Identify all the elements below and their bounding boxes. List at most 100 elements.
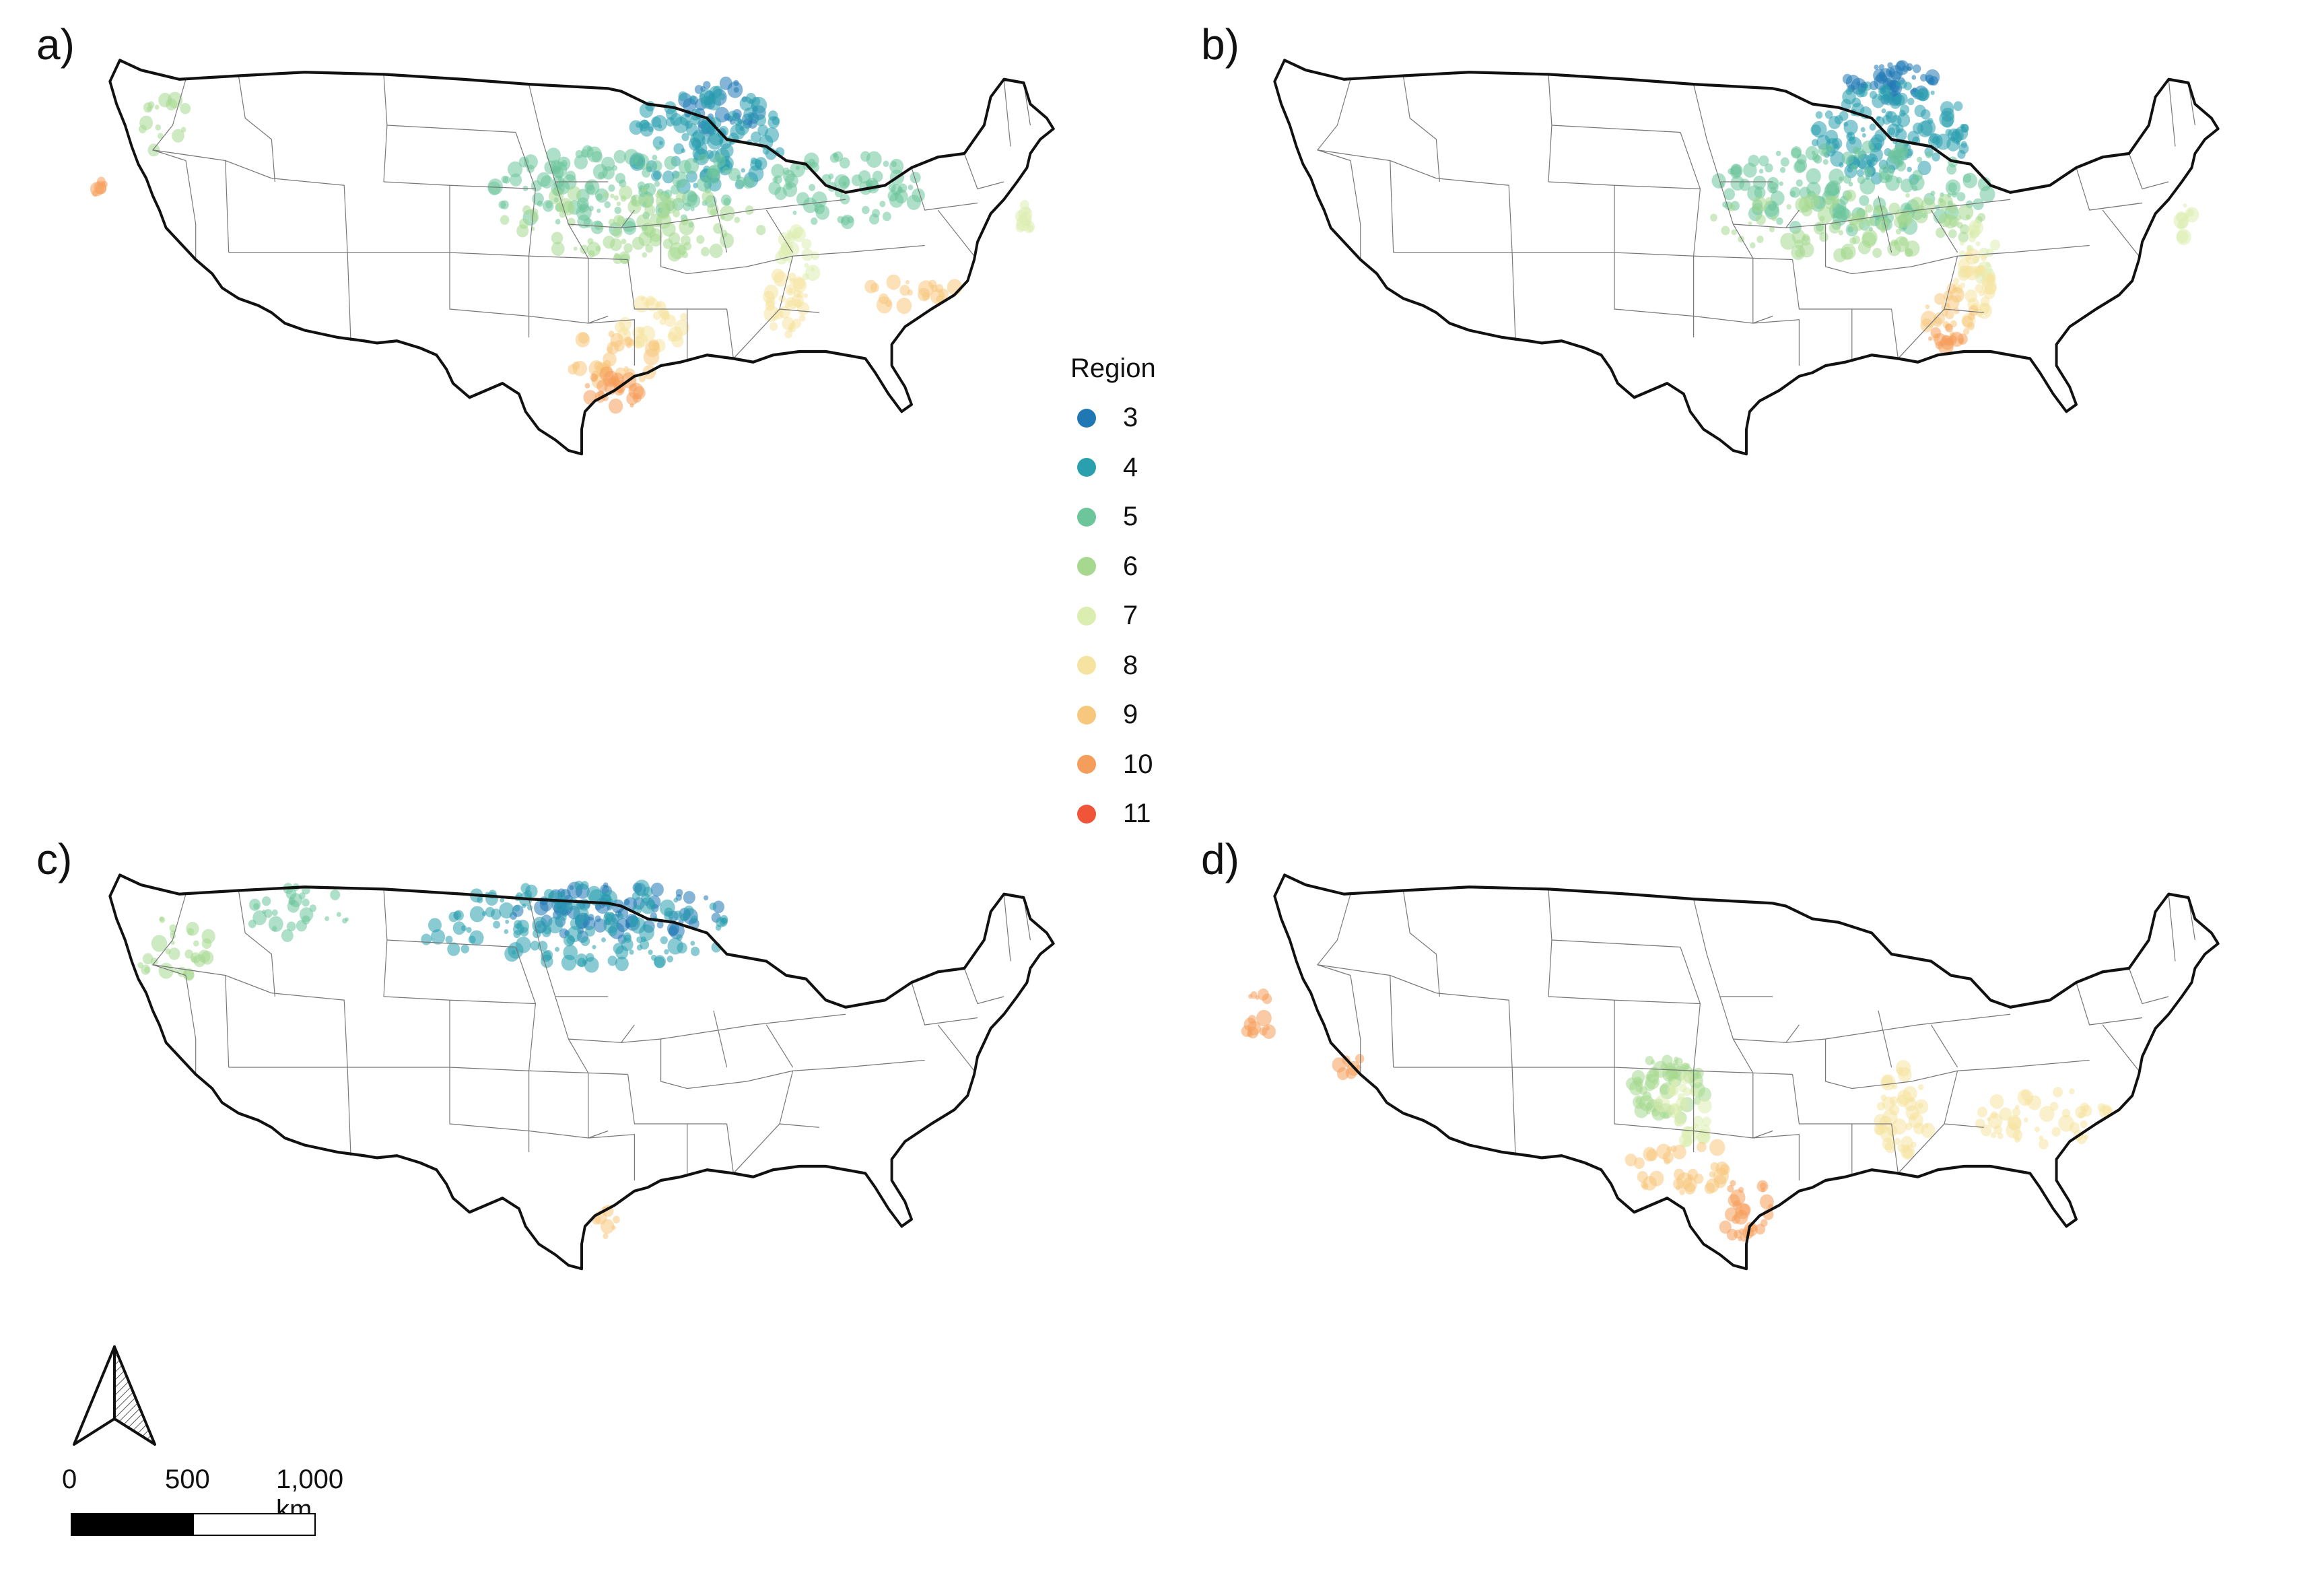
state-boundary (2128, 153, 2169, 190)
region-4-cell (603, 916, 619, 934)
region-4-cell (1900, 104, 1910, 115)
region-6-cell (1958, 204, 1974, 221)
region-4-cell (1839, 110, 1849, 121)
state-boundary (449, 1067, 529, 1132)
legend-item: 4 (1070, 443, 1205, 493)
region-8-cell (1999, 1107, 2012, 1121)
region-5-cell (687, 193, 701, 208)
region-6-cell (1895, 228, 1901, 235)
region-6-cell (1861, 229, 1878, 246)
state-boundary (726, 308, 734, 359)
region-5-cell (829, 153, 840, 163)
region-5-cell (324, 916, 329, 921)
region-9-cell (870, 283, 879, 293)
region-4-cell (1956, 140, 1960, 145)
region-5-cell (289, 893, 303, 908)
legend-item: 8 (1070, 641, 1205, 691)
region-5-cell (1909, 174, 1925, 191)
region-8-cell (2081, 1104, 2092, 1117)
region-5-cell (252, 910, 267, 926)
region-7-cell (1693, 1115, 1703, 1127)
region-4-cell (630, 917, 646, 934)
region-4-cell (513, 904, 520, 912)
legend-swatch (1077, 458, 1096, 477)
region-8-cell (2023, 1117, 2028, 1122)
region-5-cell (883, 160, 889, 167)
region-5-cell (643, 182, 656, 197)
region-8-cell (784, 330, 793, 339)
state-boundary (528, 1070, 589, 1138)
region-4-cell (485, 892, 498, 906)
region-4-cell (1860, 127, 1866, 133)
region-3-cell (1888, 71, 1892, 75)
region-9-cell (1697, 1141, 1707, 1153)
region-4-cell (541, 950, 551, 962)
region-6-cell (165, 948, 171, 955)
panel-label-b: b) (1201, 20, 1239, 69)
region-10-cell (628, 382, 644, 399)
region-6-cell (696, 235, 705, 244)
region-6-cell (193, 940, 199, 947)
region-6-cell (745, 205, 754, 215)
region-5-cell (498, 201, 506, 209)
state-boundary (1350, 975, 1361, 1075)
region-5-cell (1811, 150, 1816, 156)
state-boundary (1548, 74, 1552, 182)
region-8-cell (1918, 1084, 1924, 1090)
region-6-cell (157, 133, 164, 139)
map-body (1273, 59, 2220, 456)
region-4-cell (519, 927, 529, 937)
region-8-cell (1953, 277, 1960, 285)
region-6-cell (683, 242, 692, 250)
region-10-cell (1730, 1180, 1736, 1186)
region-5-cell (1841, 152, 1854, 165)
region-4-cell (652, 170, 662, 180)
region-6-cell (631, 236, 645, 250)
region-5-cell (882, 211, 891, 222)
region-5-cell (1894, 141, 1909, 158)
region-5-cell (743, 176, 755, 189)
region-6-cell (1831, 195, 1840, 204)
region-8-cell (1977, 1106, 1987, 1118)
region-4-cell (654, 956, 665, 968)
region-7-cell (1682, 1126, 1698, 1143)
region-8-cell (633, 336, 645, 349)
region-6-cell (1791, 229, 1806, 244)
region-6-cell (621, 238, 627, 244)
legend-swatch (1077, 755, 1096, 774)
region-6-cell (1920, 197, 1936, 214)
region-6-cell (159, 916, 166, 923)
region-7-cell (792, 226, 807, 242)
region-6-cell (551, 232, 563, 244)
region-legend: Region 3 4 5 6 7 8 9 10 11 (1070, 354, 1205, 839)
us-outline (1273, 59, 2220, 456)
region-4-cell (513, 930, 521, 939)
region-4-cell (651, 116, 661, 128)
region-6-cell (1917, 204, 1925, 213)
region-3-cell (1925, 74, 1934, 83)
region-6-cell (1865, 204, 1874, 213)
legend-value: 7 (1123, 601, 1138, 631)
region-9-cell (1641, 1182, 1649, 1191)
state-boundary (1897, 1123, 1945, 1174)
region-6-cell (172, 129, 184, 143)
region-4-cell (1881, 108, 1886, 114)
us-outline (1273, 873, 2220, 1271)
scale-label-0: 0 (62, 1465, 77, 1494)
state-boundary (1891, 308, 1899, 359)
region-4-cell (1945, 129, 1952, 136)
region-6-cell (567, 217, 576, 227)
region-5-cell (1848, 181, 1853, 187)
region-7-cell (801, 238, 812, 250)
region-5-cell (248, 919, 257, 929)
region-8-cell (2034, 1126, 2040, 1133)
region-4-cell (751, 96, 761, 106)
region-5-cell (1796, 154, 1807, 165)
region-4-cell (680, 913, 689, 922)
region-6-cell (1865, 216, 1875, 227)
region-6-cell (1819, 232, 1829, 242)
state-boundary (528, 83, 609, 182)
state-boundary (515, 947, 536, 1152)
region-8-cell (1921, 1122, 1936, 1139)
region-6-cell (679, 218, 695, 236)
